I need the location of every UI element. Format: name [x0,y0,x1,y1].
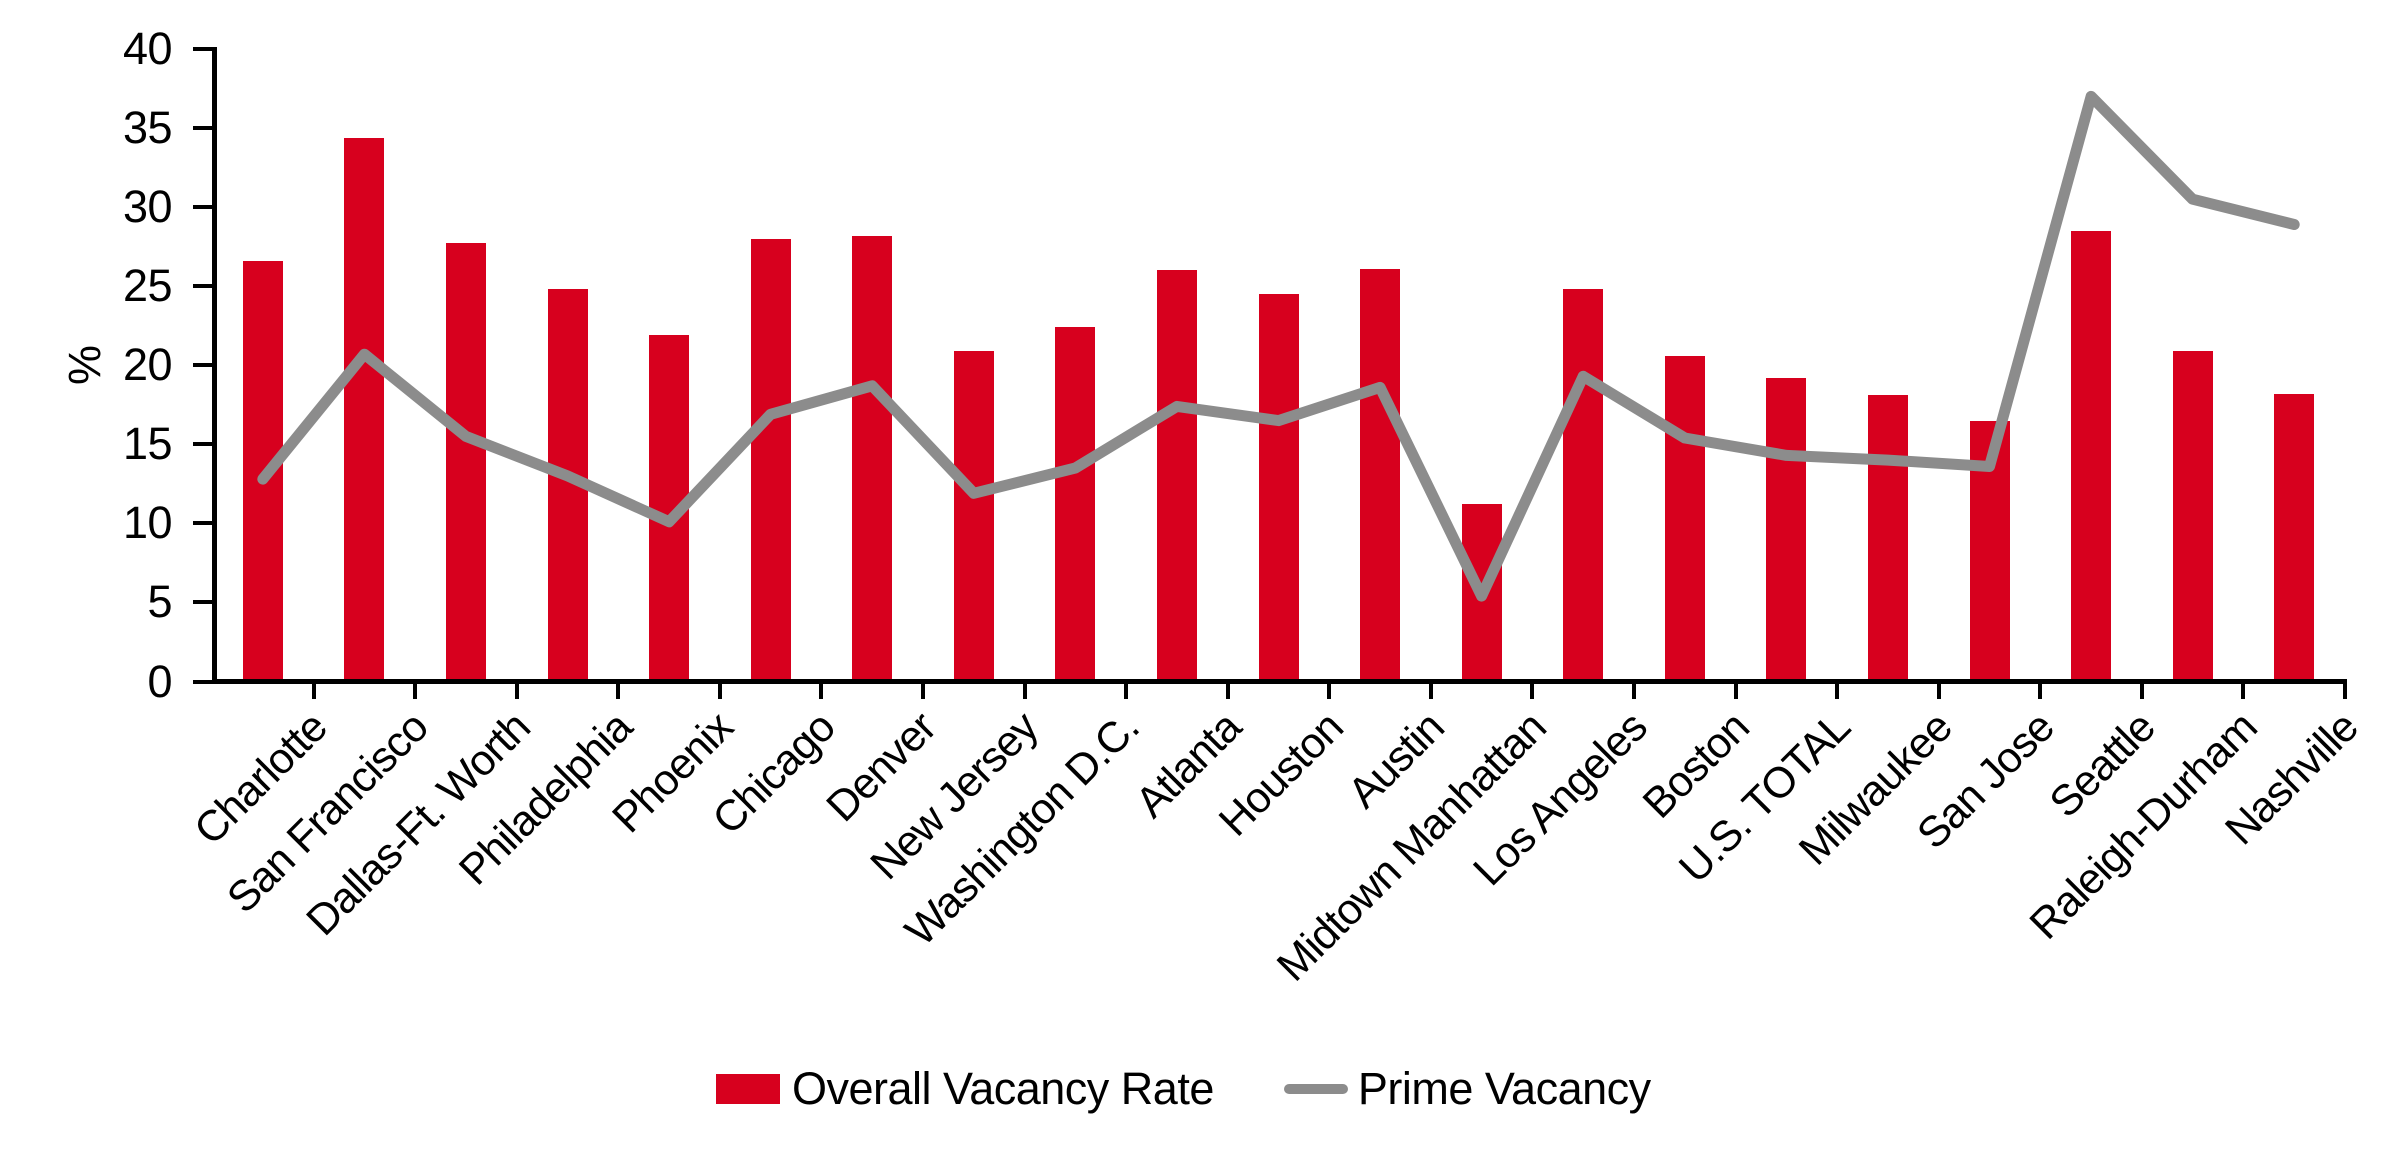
bar-overall-vacancy [1563,289,1604,682]
y-axis-tick [193,679,212,684]
y-axis-tick [193,47,212,51]
x-axis-tick [1225,682,1230,699]
x-axis-tick [1835,682,1840,699]
x-axis-tick [616,682,621,699]
y-axis-tick [193,126,212,131]
bar-overall-vacancy [2274,393,2315,682]
bar-overall-vacancy [1055,327,1096,682]
prime-vacancy-line [257,90,2300,602]
legend-label-overall: Overall Vacancy Rate [792,1063,1214,1114]
bar-overall-vacancy [1258,294,1299,682]
legend: Overall Vacancy Rate Prime Vacancy [716,1063,1651,1115]
y-axis-tick-label: 40 [122,23,173,74]
x-axis-line [212,679,2347,684]
y-axis-tick-label: 35 [122,102,173,154]
x-axis-tick [1530,682,1535,699]
y-axis-tick-label: 5 [147,576,172,628]
x-axis-tick [819,682,824,699]
bar-overall-vacancy [2071,230,2112,682]
x-axis-tick [1124,682,1129,699]
y-axis-tick [193,205,212,210]
x-axis-tick [1327,682,1332,699]
y-axis-tick [193,363,212,368]
x-axis-tick [1632,682,1636,699]
y-axis-tick-label: 10 [122,497,173,549]
bar-overall-vacancy [1664,355,1705,682]
y-axis-tick-label: 20 [122,339,173,391]
bar-overall-vacancy [1156,270,1197,682]
legend-bar-swatch [716,1074,780,1104]
x-axis-tick [1022,682,1027,699]
y-axis-tick [193,600,212,605]
bar-overall-vacancy [1766,377,1807,682]
x-axis-tick [514,682,519,699]
y-axis-tick-label: 30 [122,181,173,233]
x-axis-tick [1936,682,1941,699]
x-axis-tick [717,682,722,699]
bar-overall-vacancy [445,243,486,682]
bar-overall-vacancy [750,238,791,682]
x-axis-tick [2139,682,2144,699]
bar-overall-vacancy [1360,268,1401,682]
y-axis-tick [193,284,212,289]
legend-line-swatch [1283,1084,1348,1094]
legend-label-prime: Prime Vacancy [1357,1063,1651,1114]
bar-overall-vacancy [2172,351,2213,682]
x-axis-tick [413,682,418,699]
x-axis-tick [2038,682,2043,699]
y-axis-tick-label: 0 [147,655,172,707]
y-axis-tick-label: 15 [122,418,173,470]
x-axis-tick [2241,682,2246,699]
x-axis-tick [1733,682,1738,699]
x-axis-tick [921,682,925,699]
x-axis-tick [2343,682,2347,699]
y-axis-line [212,47,217,684]
x-axis-tick [1428,682,1433,699]
y-axis-tick [193,442,212,447]
bar-overall-vacancy [953,351,994,682]
y-axis-tick-label: 25 [122,260,173,312]
bar-overall-vacancy [852,235,893,682]
x-axis-tick [311,682,316,699]
bar-overall-vacancy [1867,395,1908,682]
y-axis-tick [193,521,212,526]
bar-overall-vacancy [344,137,385,682]
prime-vacancy-polyline [257,90,2300,602]
